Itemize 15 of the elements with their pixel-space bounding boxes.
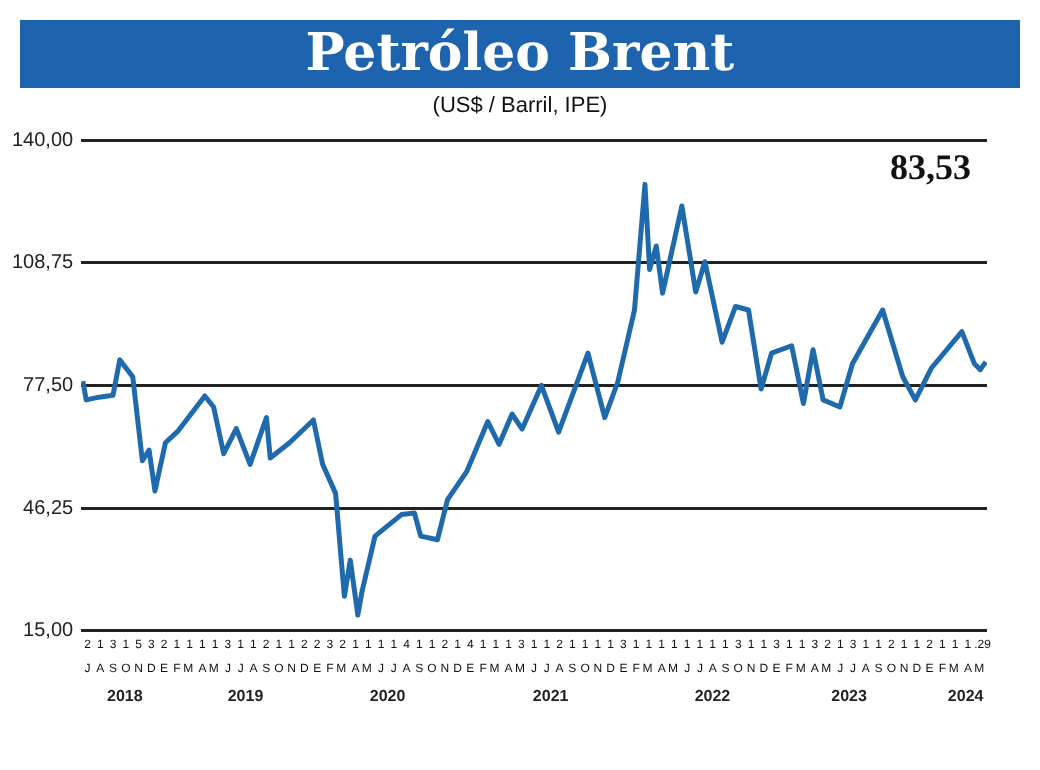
y-tick-label: 15,00 [23,620,75,643]
x-tick-label: 2019 [227,686,265,705]
y-tick-label: 140,00 [11,129,75,152]
y-tick-label: 108,75 [11,252,75,275]
x-tick-label: 2018 [106,686,144,705]
x-tick-label: 2022 [694,686,732,705]
annotation: 83,53 [890,147,972,188]
x-tick-label: 2021 [532,686,570,705]
x-tick-label: 2020 [369,686,407,705]
chart-subtitle: (US$ / Barril, IPE) [430,92,610,120]
x-tick-label: 2023 [831,686,868,705]
x-tick-label: 2024 [947,686,985,705]
y-tick-label: 77,50 [23,374,75,397]
chart-title: Petróleo Brent [20,20,1020,88]
y-tick-label: 46,25 [23,497,75,520]
